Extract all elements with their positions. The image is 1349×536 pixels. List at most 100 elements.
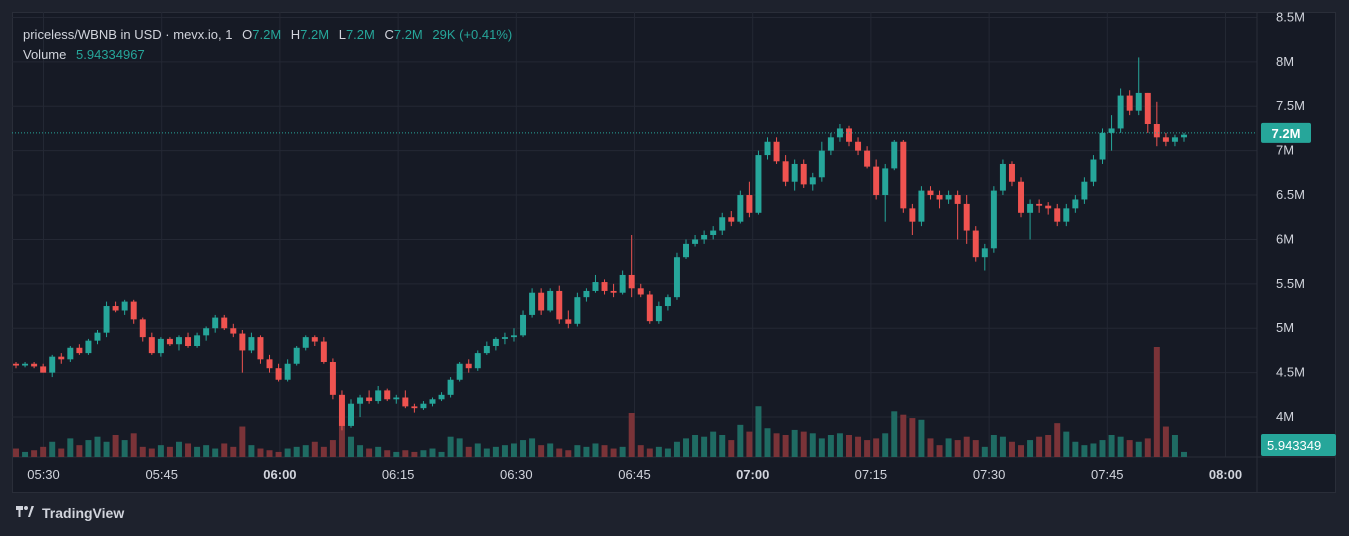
candle-body[interactable] — [40, 366, 47, 373]
candle-body[interactable] — [538, 292, 545, 311]
candle-body[interactable] — [1027, 203, 1034, 213]
candle-body[interactable] — [1181, 134, 1187, 138]
candle-body[interactable] — [384, 390, 391, 400]
candle-body[interactable] — [782, 161, 789, 182]
candle-body[interactable] — [936, 195, 943, 200]
candle-body[interactable] — [411, 406, 418, 409]
candle-body[interactable] — [510, 335, 517, 338]
candle-body[interactable] — [175, 337, 182, 345]
candle-body[interactable] — [818, 150, 825, 178]
candle-body[interactable] — [764, 141, 771, 156]
candle-body[interactable] — [1018, 181, 1025, 213]
candle-body[interactable] — [1108, 128, 1115, 133]
candle-body[interactable] — [520, 314, 527, 336]
candle-body[interactable] — [809, 177, 816, 185]
candle-body[interactable] — [846, 128, 852, 142]
candle-body[interactable] — [1117, 95, 1124, 129]
candle-body[interactable] — [338, 394, 345, 426]
candle-body[interactable] — [556, 290, 563, 320]
candle-body[interactable] — [67, 347, 74, 360]
candle-body[interactable] — [275, 368, 282, 380]
candle-body[interactable] — [963, 203, 970, 231]
candle-body[interactable] — [139, 319, 146, 338]
candle-body[interactable] — [891, 141, 898, 169]
symbol-title[interactable]: priceless/WBNB in USD · mevx.io, 1 — [23, 27, 233, 42]
candle-body[interactable] — [85, 340, 92, 354]
candle-body[interactable] — [212, 317, 219, 329]
candle-body[interactable] — [728, 217, 735, 222]
candle-body[interactable] — [1054, 208, 1061, 222]
candle-body[interactable] — [76, 347, 83, 354]
candle-body[interactable] — [601, 282, 608, 291]
candle-body[interactable] — [673, 257, 680, 298]
candle-body[interactable] — [293, 347, 300, 364]
chart-svg[interactable]: 8.5M 8M 7.5M 7M 6.5M 6M 5.5M 5M 4.5M 4M 05:30 05:45… — [12, 12, 1336, 493]
candle-body[interactable] — [311, 337, 318, 342]
candle-body[interactable] — [755, 155, 762, 213]
candle-body[interactable] — [302, 337, 309, 348]
candle-body[interactable] — [230, 328, 237, 334]
candle-body[interactable] — [266, 359, 273, 369]
candle-body[interactable] — [719, 217, 726, 231]
candle-body[interactable] — [1135, 92, 1142, 111]
candle-body[interactable] — [1072, 199, 1079, 209]
candle-body[interactable] — [1153, 124, 1160, 138]
candle-body[interactable] — [474, 353, 481, 369]
candle-body[interactable] — [619, 274, 626, 293]
candle-body[interactable] — [646, 294, 653, 322]
candle-body[interactable] — [855, 141, 862, 151]
candle-body[interactable] — [746, 195, 753, 213]
candle-body[interactable] — [31, 363, 38, 367]
candle-body[interactable] — [329, 361, 336, 395]
candle-body[interactable] — [348, 403, 354, 426]
candle-body[interactable] — [320, 341, 327, 362]
candle-body[interactable] — [420, 403, 427, 409]
candle-body[interactable] — [583, 290, 590, 298]
candle-body[interactable] — [257, 337, 264, 360]
candle-body[interactable] — [357, 397, 364, 404]
candle-body[interactable] — [501, 337, 508, 339]
candle-body[interactable] — [1162, 137, 1169, 142]
candle-body[interactable] — [248, 337, 255, 351]
chart-frame[interactable] — [12, 12, 1336, 493]
candle-body[interactable] — [574, 297, 581, 324]
candle-body[interactable] — [628, 274, 635, 289]
candle-body[interactable] — [1144, 92, 1151, 124]
candle-body[interactable] — [112, 306, 119, 311]
candle-body[interactable] — [990, 190, 997, 249]
candle-body[interactable] — [1063, 208, 1070, 222]
candle-body[interactable] — [664, 297, 671, 307]
candle-body[interactable] — [393, 397, 400, 400]
candle-body[interactable] — [375, 390, 382, 402]
candle-body[interactable] — [429, 399, 436, 404]
candle-body[interactable] — [49, 356, 56, 373]
candle-body[interactable] — [1099, 132, 1106, 160]
candle-body[interactable] — [103, 306, 110, 333]
candle-body[interactable] — [203, 328, 210, 336]
candle-body[interactable] — [565, 319, 572, 324]
candle-body[interactable] — [773, 141, 780, 162]
candle-body[interactable] — [1008, 163, 1015, 182]
candle-body[interactable] — [737, 195, 744, 222]
candle-body[interactable] — [637, 288, 644, 295]
candle-body[interactable] — [94, 332, 101, 341]
candle-body[interactable] — [185, 337, 192, 346]
candle-body[interactable] — [465, 363, 472, 369]
candle-body[interactable] — [999, 163, 1006, 191]
candle-body[interactable] — [483, 346, 490, 354]
candle-body[interactable] — [447, 379, 454, 395]
candle-body[interactable] — [148, 337, 155, 354]
candle-body[interactable] — [882, 168, 889, 196]
candle-body[interactable] — [945, 195, 952, 200]
candle-body[interactable] — [1036, 203, 1043, 206]
candle-body[interactable] — [927, 190, 934, 196]
candle-body[interactable] — [909, 208, 916, 222]
candle-body[interactable] — [692, 239, 699, 244]
candle-body[interactable] — [130, 301, 137, 320]
candle-body[interactable] — [194, 335, 201, 346]
candle-body[interactable] — [221, 317, 228, 329]
candle-body[interactable] — [836, 128, 843, 138]
candle-body[interactable] — [121, 301, 128, 311]
candle-body[interactable] — [1045, 205, 1052, 209]
tradingview-brand[interactable]: TradingView — [14, 505, 124, 521]
